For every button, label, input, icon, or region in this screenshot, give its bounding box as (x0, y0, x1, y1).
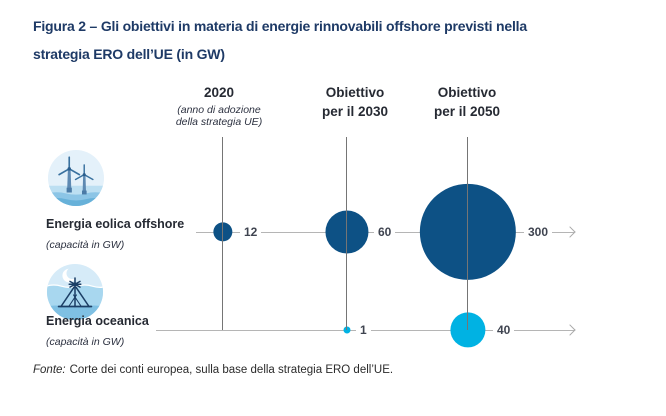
figure-title: Figura 2 – Gli obiettivi in materia di e… (33, 12, 653, 68)
row-label-ocean: Energia oceanica (46, 314, 149, 328)
column-header-2020-year: 2020 (203, 85, 235, 100)
wind-row-arrow-icon (564, 226, 576, 238)
value-wind-2030: 60 (374, 225, 396, 239)
bubble-wind-2020 (213, 222, 233, 242)
row-unit-wind: (capacità in GW) (46, 239, 125, 251)
column-header-2020-subtitle-line1: (anno di adozione (177, 104, 261, 116)
value-wind-2050: 300 (524, 225, 553, 239)
column-header-2030-line2: per il 2030 (321, 104, 389, 119)
column-line-2050 (467, 137, 468, 330)
row-label-wind: Energia eolica offshore (46, 217, 185, 231)
column-header-2050-line1: Obiettivo (437, 85, 497, 100)
column-line-2020 (222, 137, 223, 330)
figure-source-prefix: Fonte: (33, 364, 66, 376)
value-ocean-2050: 40 (493, 323, 515, 337)
figure-title-line1: Figura 2 – Gli obiettivi in materia di e… (33, 18, 527, 34)
ocean-energy-icon (46, 263, 104, 321)
column-header-2030: Obiettivo per il 2030 (322, 83, 388, 121)
column-header-2050-line2: per il 2050 (433, 104, 501, 119)
figure-title-line2: strategia ERO dell’UE (in GW) (33, 46, 225, 62)
column-header-2030-line1: Obiettivo (325, 85, 385, 100)
column-header-2050: Obiettivo per il 2050 (434, 83, 500, 121)
figure-source: Fonte: Corte dei conti europea, sulla bas… (33, 364, 393, 376)
value-wind-2020: 12 (240, 225, 262, 239)
bubble-ocean-2030 (343, 326, 351, 334)
column-header-2020: 2020 (anno di adozione della strategia U… (176, 83, 262, 128)
column-header-2020-subtitle: (anno di adozione della strategia UE) (176, 104, 262, 128)
bubble-wind-2050 (419, 183, 517, 281)
ocean-row-arrow-icon (564, 324, 576, 336)
figure-source-text: Corte dei conti europea, sulla base dell… (69, 364, 394, 376)
bubble-wind-2030 (325, 210, 369, 254)
offshore-wind-turbines-icon (47, 149, 105, 207)
column-header-2020-subtitle-line2: della strategia UE) (175, 116, 263, 128)
bubble-ocean-2050 (450, 312, 486, 348)
value-ocean-2030: 1 (356, 323, 371, 337)
row-unit-ocean: (capacità in GW) (46, 336, 125, 348)
column-line-2030 (346, 137, 347, 330)
